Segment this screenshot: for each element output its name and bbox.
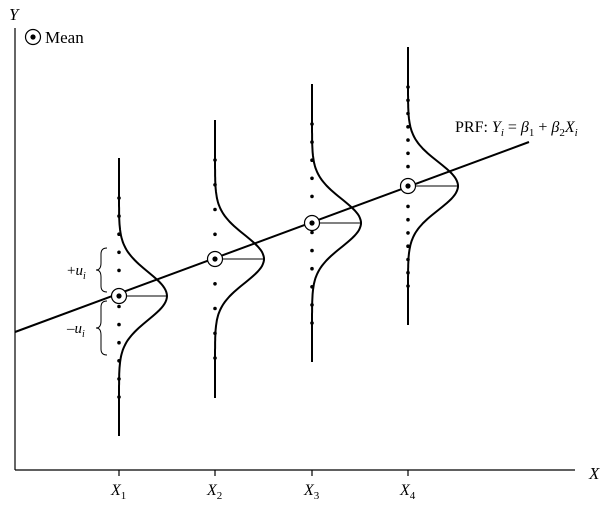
- observation-dot-3-9: [310, 266, 314, 271]
- observation-dot-1-4: [117, 250, 121, 255]
- observation-dot-3-4: [310, 176, 314, 181]
- plus-ui-brace: [95, 247, 108, 293]
- x-axis-label: X: [588, 464, 600, 483]
- observation-dot-1-9: [117, 340, 121, 345]
- observation-dot-4-12: [406, 231, 410, 235]
- x-ticks: X1 X2 X3 X4: [110, 470, 416, 502]
- mean-marker-dot-4: [405, 183, 411, 189]
- observation-dot-1-5: [117, 268, 121, 273]
- x-tick-label-4: X4: [399, 482, 416, 502]
- observation-dot-4-11: [406, 217, 410, 222]
- observation-dot-4-6: [406, 151, 410, 156]
- observation-dot-4-5: [406, 138, 410, 142]
- observation-dot-2-6: [213, 282, 217, 286]
- plus-ui-label: +ui: [67, 263, 86, 282]
- mean-marker-dot-icon: [30, 34, 36, 40]
- legend: Mean: [24, 28, 84, 47]
- error-annotations: +ui –ui: [66, 247, 108, 356]
- legend-label: Mean: [45, 28, 84, 47]
- mean-marker-dot-3: [309, 220, 315, 226]
- observation-dot-1-8: [117, 322, 121, 327]
- observation-dot-3-7: [310, 230, 314, 235]
- conditional-distributions: [110, 47, 459, 436]
- x-tick-label-3: X3: [303, 482, 320, 502]
- mean-marker-dot-1: [116, 293, 122, 299]
- observation-dot-3-8: [310, 248, 314, 253]
- x-tick-label-2: X2: [206, 482, 222, 502]
- observation-dot-4-4: [406, 125, 410, 129]
- x-tick-label-1: X1: [110, 482, 126, 502]
- mean-marker-dot-2: [212, 256, 218, 262]
- density-curve-1: [118, 158, 169, 436]
- minus-ui-label: –ui: [66, 321, 85, 340]
- observation-dot-3-5: [310, 194, 314, 199]
- observation-dot-4-13: [406, 244, 410, 248]
- observation-dot-2-3: [213, 207, 217, 212]
- observation-dot-1-7: [117, 304, 121, 309]
- observation-dot-2-4: [213, 232, 217, 237]
- prf-line: [14, 141, 530, 333]
- minus-ui-brace: [95, 300, 108, 356]
- observation-dot-2-7: [213, 306, 217, 311]
- prf-label: PRF: Yi = β1 + β2Xi: [455, 119, 578, 139]
- observation-dot-4-7: [406, 164, 410, 169]
- observation-dot-4-10: [406, 204, 410, 209]
- y-axis-label: Y: [9, 5, 20, 24]
